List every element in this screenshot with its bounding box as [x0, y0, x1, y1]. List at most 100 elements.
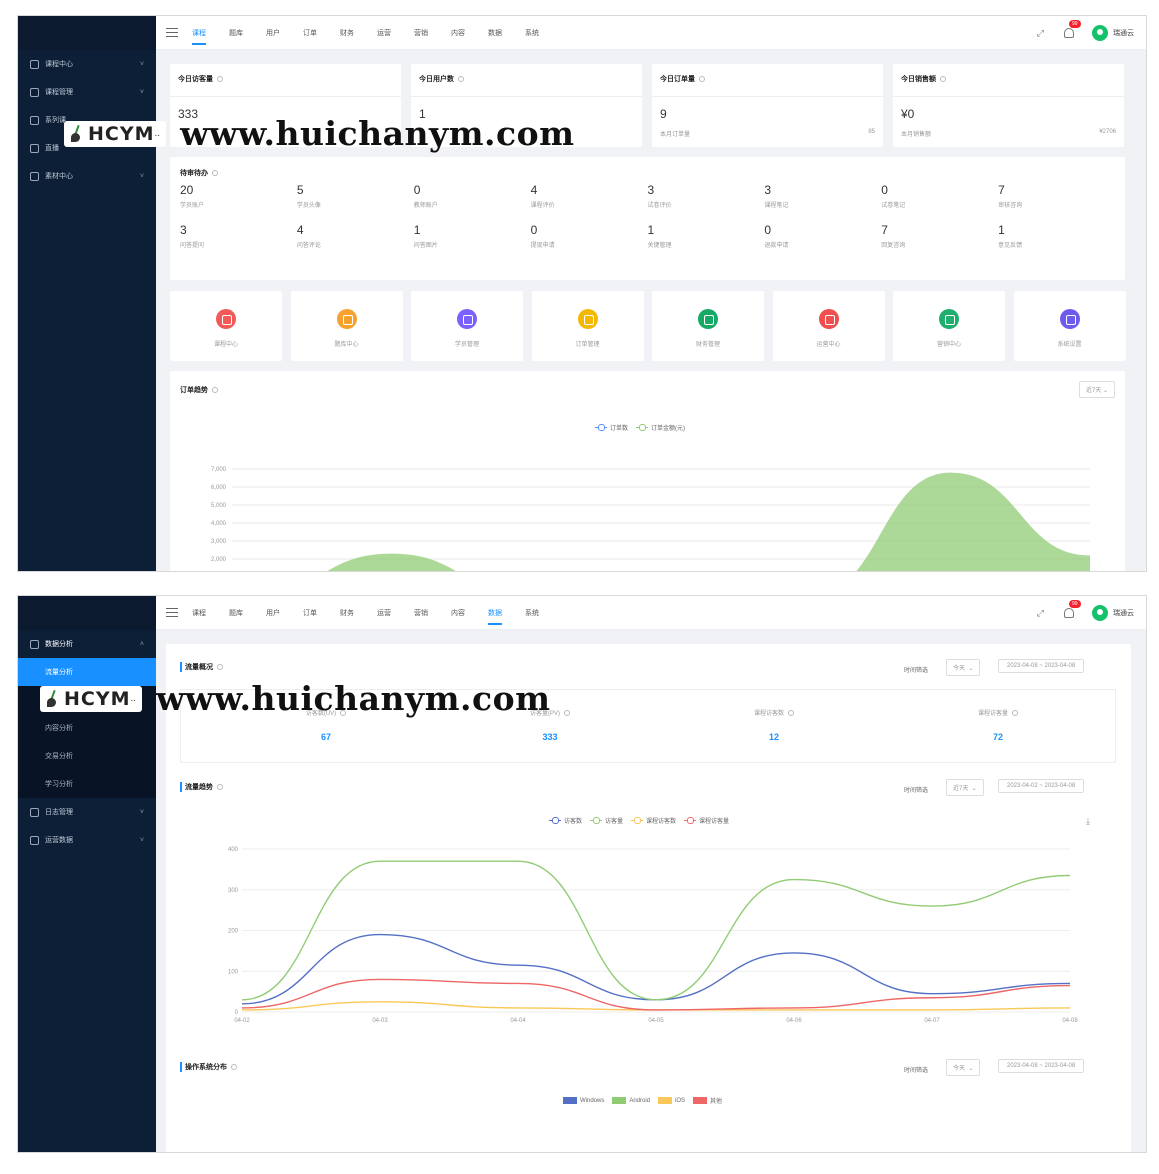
flow-trend-range-select[interactable]: 近7天 ⌄: [946, 779, 984, 796]
nav-tab[interactable]: 订单: [303, 29, 317, 37]
legend-label: iOS: [675, 1097, 686, 1104]
nav-tab[interactable]: 财务: [340, 29, 354, 37]
nav-tab[interactable]: 系统: [525, 29, 539, 37]
sidebar-item[interactable]: 系列课: [18, 106, 156, 134]
menu-icon: [30, 87, 39, 97]
nav-tab[interactable]: 课程: [192, 609, 206, 617]
flow-trend-date-range[interactable]: 2023-04-02 ~ 2023-04-08: [998, 779, 1085, 793]
legend-marker: [636, 424, 649, 431]
todo-item[interactable]: 4 问答评论: [297, 223, 414, 249]
fullscreen-icon[interactable]: ⤢: [1036, 607, 1044, 618]
sidebar-sub-item[interactable]: 交易分析: [18, 742, 156, 770]
sidebar-item[interactable]: 课程管理 ˅: [18, 78, 156, 106]
quick-link[interactable]: 订单管理: [531, 291, 644, 361]
menu-toggle-icon[interactable]: [166, 28, 178, 37]
nav-tab[interactable]: 订单: [303, 609, 317, 617]
sidebar-sub-item[interactable]: 流量分析: [18, 658, 156, 686]
nav-tab[interactable]: 内容: [451, 609, 465, 617]
sidebar-logo-area: [18, 16, 156, 50]
todo-item[interactable]: 0 提现申请: [531, 223, 648, 249]
todo-item[interactable]: 1 关键管理: [648, 223, 765, 249]
legend-item[interactable]: iOS: [658, 1097, 685, 1104]
quick-link[interactable]: 题库中心: [290, 291, 403, 361]
fullscreen-icon[interactable]: ⤢: [1036, 27, 1044, 38]
quick-link[interactable]: 系统设置: [1013, 291, 1126, 361]
username[interactable]: 瑞通云: [1113, 610, 1134, 617]
nav-tab[interactable]: 课程: [192, 16, 206, 50]
nav-tab[interactable]: 运营: [377, 29, 391, 37]
nav-tab[interactable]: 内容: [451, 29, 465, 37]
todo-item[interactable]: 1 问答图片: [414, 223, 531, 249]
username[interactable]: 瑞通云: [1113, 30, 1134, 37]
order-trend-range-select[interactable]: 近7天 ⌄: [1078, 381, 1115, 398]
sidebar-item[interactable]: 直播: [18, 134, 156, 162]
gift-icon: [818, 309, 839, 329]
todo-item[interactable]: 7 回复咨询: [881, 223, 998, 249]
watermark: HCYM.. www.huichanym.com: [40, 679, 551, 718]
avatar[interactable]: [1092, 25, 1108, 41]
todo-label: 关键管理: [647, 243, 672, 249]
nav-tab[interactable]: 数据: [488, 596, 502, 630]
nav-tab[interactable]: 营销: [414, 609, 428, 617]
sidebar-sub-item[interactable]: 学习分析: [18, 770, 156, 798]
flow-overview-range-select[interactable]: 今天 ⌄: [946, 659, 981, 676]
todo-item[interactable]: 3 课程笔记: [764, 183, 881, 209]
todo-item[interactable]: 3 问答提问: [180, 223, 297, 249]
quick-link[interactable]: 运营中心: [772, 291, 885, 361]
legend-item[interactable]: 课程访客数: [631, 816, 676, 825]
flow-metric-value: 67: [320, 732, 331, 742]
todo-item[interactable]: 20 学员账户: [180, 183, 297, 209]
todo-item[interactable]: 0 试卷笔记: [881, 183, 998, 209]
y-tick-label: 200: [228, 929, 239, 935]
nav-tab[interactable]: 用户: [266, 609, 280, 617]
quick-link[interactable]: 学员管理: [411, 291, 523, 361]
os-dist-title: 操作系统分布: [185, 1064, 227, 1071]
nav-tab[interactable]: 运营: [377, 609, 391, 617]
nav-tab[interactable]: 数据: [488, 29, 502, 37]
todo-item[interactable]: 5 学员头像: [297, 183, 414, 209]
sidebar-sub-item[interactable]: 内容分析: [18, 714, 156, 742]
sidebar-group[interactable]: 日志管理 ˅: [18, 798, 156, 826]
todo-item[interactable]: 3 试卷评价: [648, 183, 765, 209]
download-icon[interactable]: ⤓: [1086, 816, 1090, 826]
legend-item[interactable]: 订单金额(元): [636, 423, 685, 432]
os-dist-legend: Windows Android iOS 其他: [563, 1096, 730, 1105]
quick-link[interactable]: 课程中心: [170, 291, 282, 361]
sidebar-item[interactable]: 素材中心 ˅: [18, 162, 156, 190]
legend-item[interactable]: 访客量: [590, 816, 623, 825]
bell-icon[interactable]: 99: [1064, 600, 1081, 618]
sidebar-item[interactable]: 课程中心 ˅: [18, 50, 156, 78]
quick-link[interactable]: 营销中心: [893, 291, 1005, 361]
legend-item[interactable]: 访客数: [549, 816, 582, 825]
menu-toggle-icon[interactable]: [166, 608, 178, 617]
avatar[interactable]: [1092, 605, 1108, 621]
sidebar-group[interactable]: 运营数据 ˅: [18, 826, 156, 854]
nav-tab[interactable]: 系统: [525, 609, 539, 617]
legend-item[interactable]: Windows: [563, 1097, 604, 1104]
divider: [411, 96, 642, 97]
legend-item[interactable]: Android: [612, 1097, 650, 1104]
todo-item[interactable]: 1 意见反馈: [998, 223, 1115, 249]
todo-item[interactable]: 4 课程评价: [531, 183, 648, 209]
todo-item[interactable]: 7 审核咨询: [998, 183, 1115, 209]
nav-tab[interactable]: 营销: [414, 29, 428, 37]
legend-item[interactable]: 订单数: [595, 423, 628, 432]
nav-tab[interactable]: 题库: [229, 29, 243, 37]
chevron-down-icon: ˅: [139, 172, 144, 180]
quick-link[interactable]: 财务管理: [652, 291, 764, 361]
flow-overview-date-range[interactable]: 2023-04-08 ~ 2023-04-08: [998, 659, 1085, 673]
nav-tab[interactable]: 题库: [229, 609, 243, 617]
screenshot-data-analysis: 数据分析˄ 流量分析用户分析内容分析交易分析学习分析 日志管理˅运营数据˅ 课程…: [17, 595, 1147, 1153]
os-dist-date-range[interactable]: 2023-04-08 ~ 2023-04-08: [998, 1059, 1085, 1073]
todo-item[interactable]: 0 退款申请: [764, 223, 881, 249]
legend-item[interactable]: 课程访客量: [684, 816, 729, 825]
sidebar-group-data-analysis[interactable]: 数据分析 ˄: [18, 630, 156, 658]
chart-icon: [939, 309, 959, 329]
os-dist-range-select[interactable]: 今天 ⌄: [946, 1059, 981, 1076]
legend-item[interactable]: 其他: [693, 1096, 722, 1105]
todo-item[interactable]: 0 教师账户: [414, 183, 531, 209]
bell-icon[interactable]: 99: [1064, 20, 1081, 38]
chevron-down-icon: ˅: [139, 88, 144, 96]
nav-tab[interactable]: 财务: [340, 609, 354, 617]
nav-tab[interactable]: 用户: [266, 29, 280, 37]
